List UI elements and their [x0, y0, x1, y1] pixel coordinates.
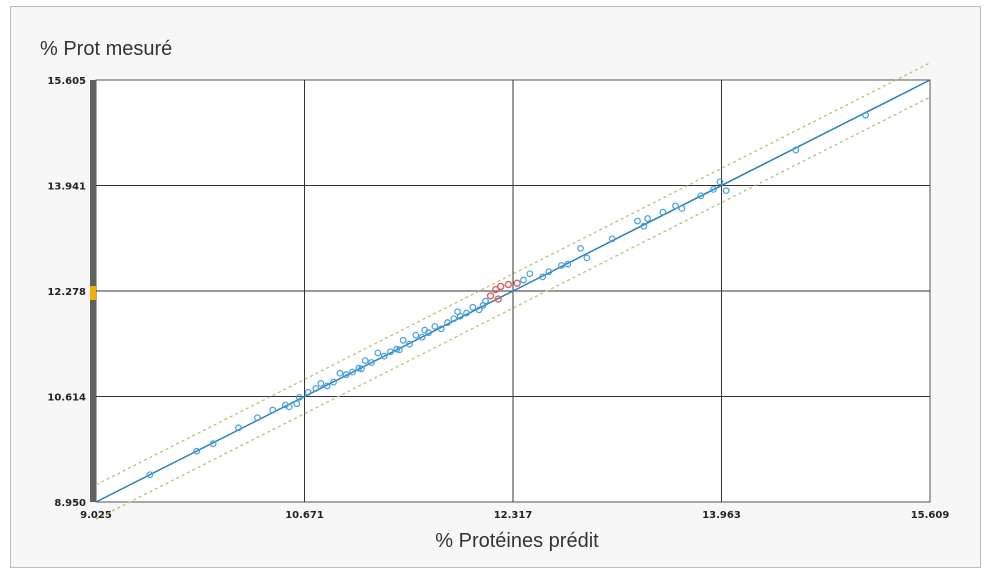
- data-point: [235, 424, 242, 432]
- y-tick-label: 15.605: [47, 76, 86, 87]
- data-point: [608, 235, 616, 243]
- data-point: [193, 447, 201, 455]
- y-tick-label: 12.278: [47, 287, 86, 298]
- data-point: [431, 322, 439, 330]
- data-point: [406, 340, 413, 348]
- highlight-point: [513, 279, 521, 287]
- data-point: [361, 357, 369, 364]
- data-point: [342, 371, 350, 378]
- fit-lines: [95, 62, 931, 520]
- data-points: [146, 111, 869, 479]
- x-tick-label: 15.609: [911, 510, 950, 521]
- data-point: [349, 368, 356, 376]
- data-point: [254, 414, 261, 422]
- data-point: [792, 146, 800, 154]
- data-point: [395, 346, 403, 354]
- data-point: [450, 315, 458, 323]
- y-tick-label: 8.950: [54, 498, 86, 509]
- x-tick-label: 12.317: [494, 510, 533, 521]
- data-point: [412, 331, 420, 339]
- tick-labels: 9.025 10.671 12.317 13.963 15.609 8.950 10.614…: [47, 76, 949, 521]
- data-point: [357, 365, 365, 373]
- highlight-point: [504, 280, 513, 289]
- data-point: [634, 217, 641, 225]
- data-point: [545, 268, 553, 276]
- regression-line: [95, 79, 931, 503]
- data-point: [304, 388, 312, 396]
- data-point: [659, 208, 667, 216]
- data-point: [564, 260, 572, 268]
- data-point: [722, 187, 730, 195]
- data-point: [454, 308, 462, 316]
- data-point: [330, 378, 337, 386]
- y-axis-title: % Prot mesuré: [40, 38, 173, 60]
- data-point: [577, 244, 584, 252]
- data-point: [716, 178, 724, 186]
- data-point: [469, 303, 477, 311]
- data-point: [281, 401, 289, 409]
- data-point: [421, 326, 429, 334]
- y-tick-label: 13.941: [47, 182, 86, 193]
- data-point: [146, 471, 154, 479]
- data-point: [520, 276, 527, 284]
- data-point: [672, 202, 679, 210]
- data-point: [368, 359, 375, 366]
- data-point: [644, 215, 652, 222]
- highlight-point: [497, 282, 505, 291]
- data-point: [463, 309, 470, 317]
- data-point: [317, 380, 325, 387]
- data-point: [710, 185, 717, 193]
- data-point: [862, 111, 869, 119]
- data-point: [640, 222, 648, 230]
- data-point: [336, 369, 344, 377]
- data-point: [558, 262, 565, 269]
- data-point: [293, 400, 301, 408]
- data-point: [387, 348, 394, 356]
- data-point: [312, 385, 320, 392]
- data-point: [418, 333, 426, 341]
- data-point: [479, 302, 487, 309]
- data-point: [209, 440, 217, 448]
- data-point: [678, 205, 686, 212]
- data-point: [399, 336, 407, 344]
- data-point: [437, 325, 445, 333]
- x-tick-label: 13.963: [702, 510, 741, 521]
- data-point: [697, 192, 705, 200]
- data-point: [444, 319, 451, 326]
- x-axis-title: % Protéines prédit: [435, 530, 599, 552]
- data-point: [323, 382, 331, 390]
- data-point: [526, 270, 534, 278]
- data-point: [374, 349, 382, 357]
- data-point: [269, 406, 277, 414]
- data-point: [380, 352, 388, 360]
- highlight-point: [494, 295, 502, 303]
- highlight-point: [491, 285, 500, 294]
- x-tick-label: 10.671: [285, 510, 324, 521]
- data-point: [285, 403, 293, 411]
- data-point: [295, 393, 303, 401]
- side-bar-marker: [90, 286, 96, 300]
- data-point: [583, 254, 591, 262]
- highlight-point: [486, 292, 495, 300]
- data-point: [475, 306, 483, 314]
- data-point: [539, 273, 546, 281]
- y-tick-label: 10.614: [47, 393, 86, 404]
- x-tick-label: 9.025: [80, 510, 112, 521]
